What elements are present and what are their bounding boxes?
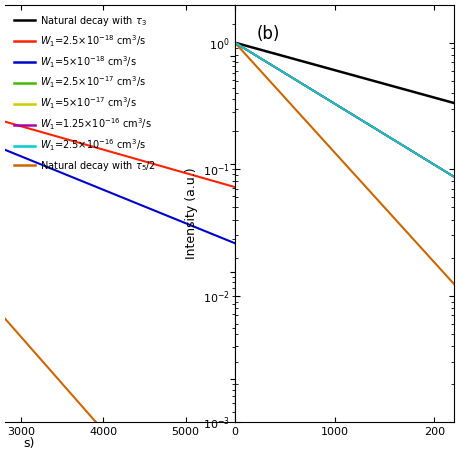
Legend: Natural decay with $\tau_3$, $W_1$=2.5$\times$10$^{-18}$ cm$^3$/s, $W_1$=5$\time: Natural decay with $\tau_3$, $W_1$=2.5$\… (14, 14, 156, 173)
Text: s): s) (23, 437, 34, 450)
Y-axis label: Intensity (a.u.): Intensity (a.u.) (185, 168, 197, 259)
Text: (b): (b) (257, 25, 280, 44)
